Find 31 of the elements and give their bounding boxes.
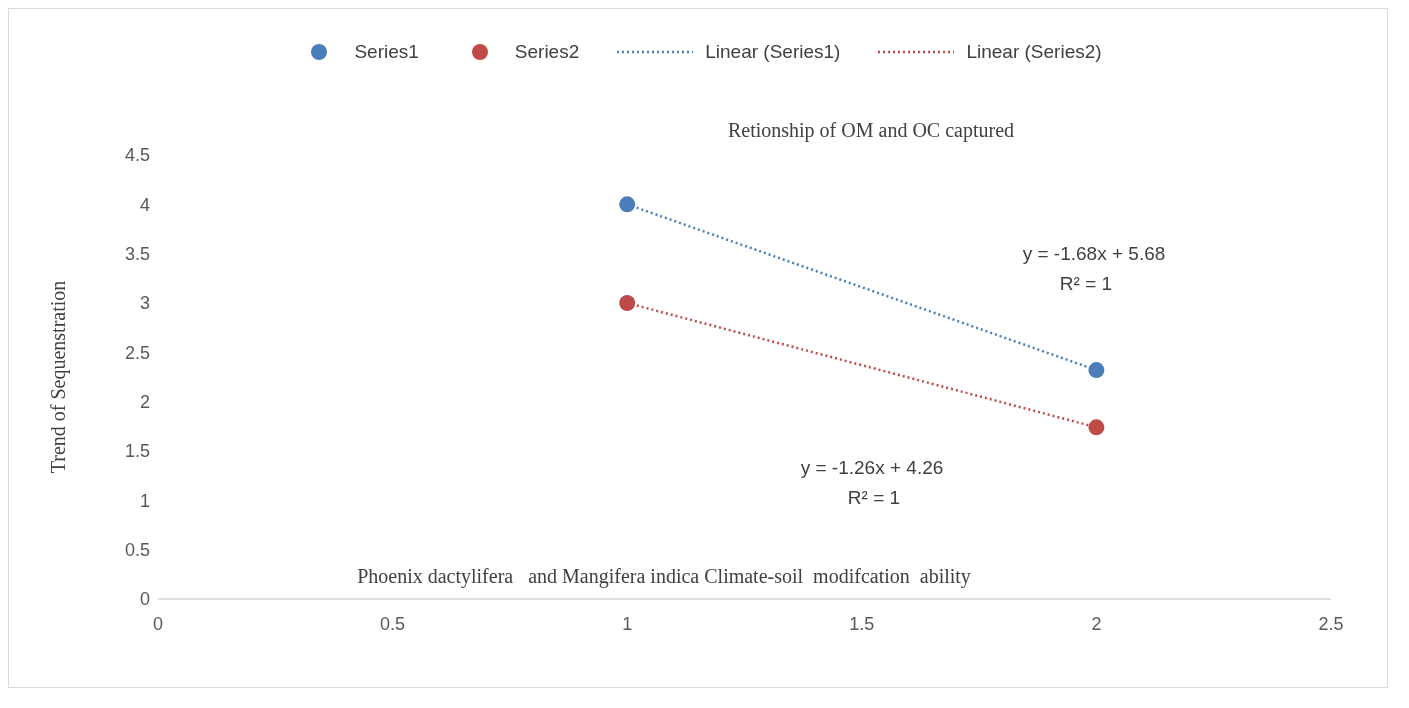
annotation: y = -1.26x + 4.26	[799, 457, 945, 479]
annotation: Phoenix dactylifera and Mangifera indica Climate-soil modifcation ability	[356, 565, 972, 588]
x-tick-label: 2.5	[1318, 613, 1344, 634]
point	[619, 196, 636, 213]
annotation: y = -1.68x + 5.68	[1021, 243, 1167, 265]
point	[1088, 419, 1105, 436]
y-tick-label: 1	[139, 490, 150, 511]
y-tick-label: 1.5	[124, 441, 150, 462]
y-tick-label: 2.5	[124, 342, 150, 363]
point	[619, 295, 636, 311]
y-tick-label: 0.5	[124, 540, 150, 561]
x-tick-label: 1	[622, 613, 633, 634]
x-tick-label: 0	[152, 613, 164, 634]
annotation: R² = 1	[1058, 273, 1114, 295]
legend-label: Linear (Series1)	[705, 41, 841, 63]
y-tick-label: 2	[139, 392, 150, 413]
x-tick-label: 1.5	[849, 613, 875, 634]
annotation: R² = 1	[846, 487, 902, 509]
y-tick-label: 3.5	[124, 244, 150, 265]
chart-title: Retionship of OM and OC captured	[726, 119, 1016, 142]
point	[1088, 362, 1105, 379]
legend-label: Linear (Series2)	[966, 41, 1102, 63]
y-axis-title: Trend of Sequenstration	[47, 280, 71, 474]
y-tick-label: 4	[139, 194, 150, 215]
legend-label: Series2	[514, 41, 580, 63]
y-tick-label: 4.5	[124, 145, 150, 166]
y-tick-label: 3	[139, 293, 150, 314]
x-tick-label: 2	[1091, 613, 1102, 634]
x-tick-label: 0.5	[380, 613, 406, 634]
legend-label: Series1	[354, 41, 419, 63]
y-tick-label: 0	[139, 589, 150, 610]
